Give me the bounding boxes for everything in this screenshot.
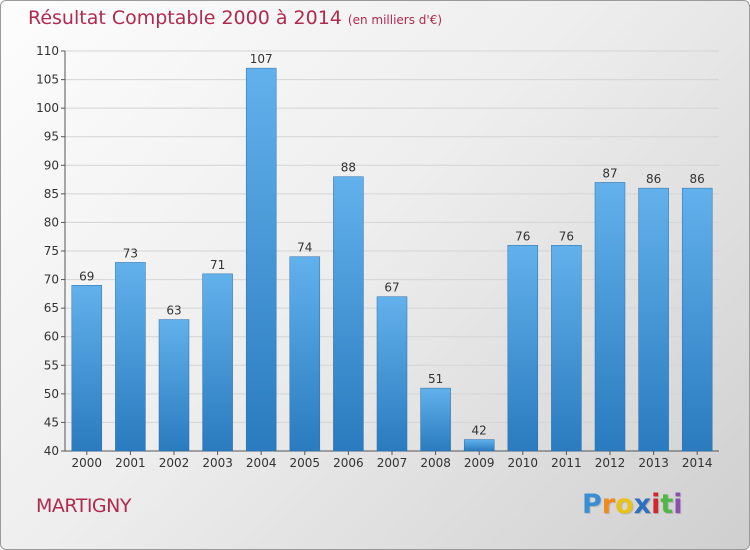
y-tick-label: 70 [44,273,59,287]
y-tick-label: 80 [44,215,59,229]
x-tick-label-2002: 2002 [159,456,190,470]
y-tick-label: 85 [44,187,59,201]
logo-letter: i [651,489,661,520]
x-tick-label-2007: 2007 [377,456,408,470]
y-tick-label: 90 [44,158,59,172]
logo-letter: r [601,489,616,520]
data-label-2000: 69 [79,269,94,283]
data-label-2008: 51 [428,372,443,386]
data-label-2011: 76 [559,229,574,243]
bar-2002 [158,319,190,452]
x-tick-label-2005: 2005 [290,456,321,470]
x-tick-label-2000: 2000 [72,456,103,470]
data-label-2009: 42 [472,424,487,438]
bar-2012 [594,182,626,452]
data-label-2010: 76 [515,229,530,243]
y-tick-label: 110 [36,44,59,58]
y-tick-label: 60 [44,330,59,344]
bar-2014 [681,187,713,452]
bar-2011 [551,245,582,452]
x-tick-label-2013: 2013 [638,456,669,470]
bar-2006 [333,176,364,452]
chart-title-text: Résultat Comptable 2000 à 2014 [28,7,342,29]
x-tick-label-2006: 2006 [333,456,364,470]
x-tick-label-2014: 2014 [682,456,713,470]
x-tick-label-2011: 2011 [551,456,582,470]
bars [71,67,713,452]
data-label-2007: 67 [384,281,399,295]
data-label-2013: 86 [646,172,661,186]
y-tick-label: 55 [44,358,59,372]
y-tick-label: 40 [44,444,59,458]
y-tick-label: 65 [44,301,59,315]
logo-letter: i [673,489,683,520]
x-tick-label-2012: 2012 [595,456,626,470]
x-tick-label-2009: 2009 [464,456,495,470]
x-tick-label-2008: 2008 [420,456,451,470]
chart-unit-note: (en milliers d'€) [347,13,443,27]
bar-2010 [507,245,539,452]
chart-title: Résultat Comptable 2000 à 2014 (en millie… [28,7,442,29]
bar-2009 [463,439,495,452]
logo-letter: P [582,489,602,520]
bar-2003 [202,273,233,452]
data-label-2003: 71 [210,258,225,272]
x-tick-label-2003: 2003 [202,456,233,470]
x-tick-label-2001: 2001 [115,456,146,470]
y-tick-label: 105 [36,73,59,87]
data-label-2005: 74 [297,241,312,255]
commune-name: MARTIGNY [36,495,131,517]
labels: 40 45 50 55 60 65 70 75 80 85 90 95 100 105 110 69 2000 7… [36,44,712,470]
y-tick-label: 100 [36,101,59,115]
y-tick-label: 75 [44,244,59,258]
x-tick-label-2004: 2004 [246,456,277,470]
data-label-2002: 63 [166,304,181,318]
bar-2008 [420,387,451,452]
y-tick-label: 45 [44,415,59,429]
x-tick-label-2010: 2010 [508,456,539,470]
logo-letter: x [633,489,652,520]
logo-letter: t [660,489,674,520]
y-tick-label: 95 [44,130,59,144]
bar-2007 [376,296,408,452]
data-label-2004: 107 [250,52,273,66]
bar-2000 [71,285,103,452]
y-tick-label: 50 [44,387,59,401]
data-label-2001: 73 [123,246,138,260]
bar-2001 [115,262,146,452]
bar-2005 [289,256,321,452]
data-label-2014: 86 [690,172,705,186]
data-label-2006: 88 [341,161,356,175]
logo-letter: o [615,489,634,520]
bar-2004 [245,67,277,452]
proxiti-logo: Proxiti [582,489,683,520]
bar-2013 [638,187,669,452]
data-label-2012: 87 [602,166,617,180]
